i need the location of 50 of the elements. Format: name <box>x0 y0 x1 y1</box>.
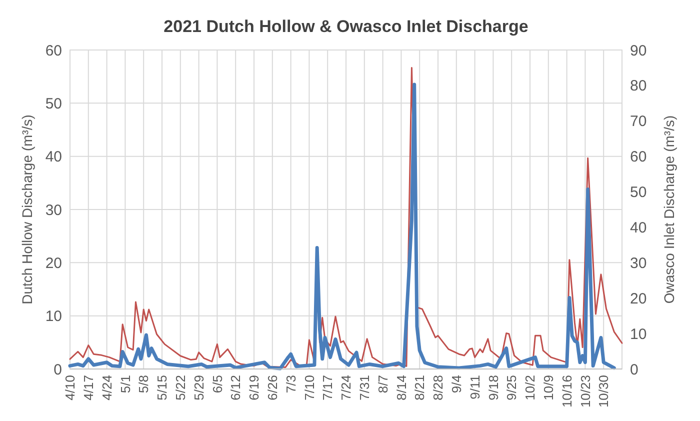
x-tick-label: 10/23 <box>578 375 593 408</box>
y2-axis-title: Owasco Inlet Discharge (m³/s) <box>661 115 677 304</box>
y2-tick-label: 40 <box>630 219 647 236</box>
x-tick-label: 7/10 <box>302 375 317 400</box>
y2-tick-label: 30 <box>630 254 647 272</box>
x-tick-label: 6/19 <box>246 375 262 400</box>
x-tick-label: 9/11 <box>467 375 482 400</box>
y-tick-label: 10 <box>45 308 62 326</box>
y-tick-label: 50 <box>45 95 62 112</box>
x-tick-label: 10/2 <box>522 375 538 400</box>
y2-tick-label: 50 <box>630 184 647 202</box>
x-tick-label: 10/16 <box>559 375 574 408</box>
x-tick-label: 8/21 <box>412 375 428 400</box>
x-tick-label: 8/7 <box>375 375 390 394</box>
x-tick-label: 10/9 <box>540 375 556 400</box>
x-tick-label: 7/17 <box>320 375 336 400</box>
x-tick-label: 6/26 <box>264 375 280 400</box>
x-tick-label: 7/3 <box>283 375 298 394</box>
x-tick-label: 7/24 <box>338 375 354 400</box>
y2-tick-label: 20 <box>630 290 647 308</box>
x-tick-label: 8/14 <box>394 375 409 400</box>
x-tick-label: 5/1 <box>118 375 133 394</box>
chart-title: 2021 Dutch Hollow & Owasco Inlet Discharge <box>164 17 528 36</box>
x-tick-label: 5/22 <box>172 375 188 400</box>
x-tick-label: 7/31 <box>356 375 372 400</box>
y-axis-title: Dutch Hollow Discharge (m³/s) <box>19 114 35 304</box>
y-tick-label: 30 <box>45 202 62 219</box>
y2-tick-label: 70 <box>630 113 647 130</box>
x-tick-label: 4/17 <box>80 375 96 400</box>
y2-tick-label: 80 <box>630 78 647 95</box>
y-tick-label: 60 <box>45 42 62 60</box>
x-tick-label: 9/25 <box>504 375 520 400</box>
x-tick-label: 5/8 <box>136 375 152 394</box>
y2-tick-label: 10 <box>630 326 647 343</box>
y2-tick-label: 0 <box>630 361 638 378</box>
x-tick-label: 6/12 <box>228 375 244 400</box>
y2-tick-label: 90 <box>630 42 647 60</box>
x-tick-label: 5/15 <box>154 375 170 400</box>
x-tick-label: 9/4 <box>448 375 464 394</box>
x-tick-label: 10/30 <box>596 375 612 408</box>
x-tick-label: 9/18 <box>486 375 501 400</box>
x-tick-label: 6/5 <box>210 375 225 394</box>
x-tick-label: 4/10 <box>62 375 78 400</box>
y-tick-label: 20 <box>45 254 62 272</box>
x-tick-label: 8/28 <box>430 375 446 400</box>
y-tick-label: 0 <box>54 361 62 378</box>
y-tick-label: 40 <box>45 148 62 166</box>
x-tick-label: 4/24 <box>99 375 114 400</box>
x-tick-label: 5/29 <box>191 375 206 400</box>
y2-tick-label: 60 <box>630 148 647 166</box>
